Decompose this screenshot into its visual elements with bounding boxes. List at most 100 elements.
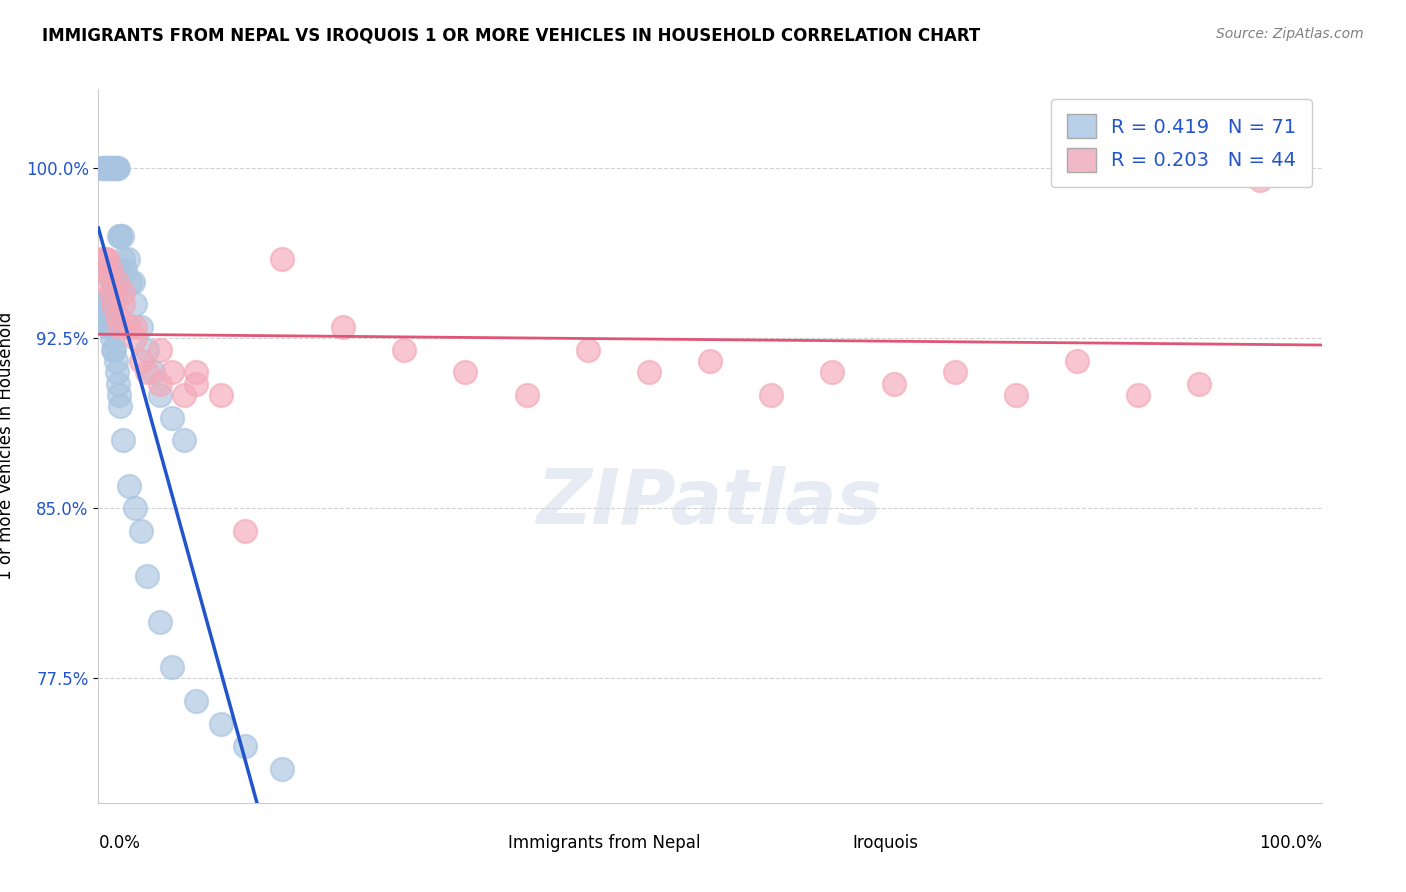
Point — [101, 275, 124, 289]
Point — [1128, 388, 1150, 402]
Point — [107, 161, 129, 176]
Point — [98, 320, 121, 334]
Point — [136, 569, 159, 583]
Point — [101, 343, 124, 357]
Point — [110, 320, 132, 334]
Point — [124, 320, 146, 334]
Point — [101, 161, 124, 176]
Point — [270, 252, 294, 266]
Point — [699, 354, 721, 368]
Point — [108, 229, 131, 244]
Point — [111, 252, 134, 266]
Point — [173, 434, 195, 448]
Point — [111, 229, 134, 244]
Point — [1286, 166, 1309, 180]
Point — [93, 252, 115, 266]
Point — [96, 252, 118, 266]
Point — [97, 320, 120, 334]
Point — [93, 297, 115, 311]
Point — [90, 263, 112, 277]
Point — [1004, 388, 1026, 402]
Point — [173, 388, 195, 402]
Point — [160, 660, 183, 674]
Point — [105, 275, 128, 289]
Point — [105, 365, 128, 379]
Point — [96, 161, 118, 176]
Point — [118, 320, 141, 334]
Point — [111, 286, 134, 301]
Point — [105, 161, 128, 176]
Point — [91, 263, 114, 277]
Point — [114, 263, 136, 277]
Point — [100, 286, 122, 301]
Point — [120, 275, 142, 289]
Text: 0.0%: 0.0% — [98, 834, 141, 852]
Point — [98, 161, 121, 176]
Point — [91, 297, 114, 311]
Point — [94, 161, 117, 176]
Point — [103, 275, 125, 289]
Point — [96, 309, 118, 323]
Point — [91, 263, 114, 277]
Point — [186, 365, 208, 379]
Text: ZIPatlas: ZIPatlas — [537, 467, 883, 540]
Point — [91, 161, 114, 176]
Point — [101, 275, 124, 289]
Point — [98, 263, 121, 277]
Point — [110, 229, 132, 244]
Point — [1250, 173, 1272, 187]
Point — [129, 524, 152, 538]
Y-axis label: 1 or more Vehicles in Household: 1 or more Vehicles in Household — [0, 312, 14, 580]
Point — [1188, 376, 1211, 391]
Point — [821, 365, 844, 379]
Point — [142, 365, 165, 379]
Point — [118, 478, 141, 492]
Point — [883, 376, 905, 391]
Point — [129, 354, 152, 368]
Point — [91, 252, 114, 266]
Point — [97, 161, 120, 176]
Point — [104, 286, 127, 301]
Point — [96, 263, 118, 277]
Point — [209, 388, 232, 402]
Legend: R = 0.419   N = 71, R = 0.203   N = 44: R = 0.419 N = 71, R = 0.203 N = 44 — [1050, 99, 1312, 187]
Point — [576, 343, 599, 357]
Point — [209, 716, 232, 731]
Point — [103, 343, 125, 357]
Point — [104, 161, 127, 176]
Point — [160, 365, 183, 379]
Point — [332, 320, 354, 334]
Point — [124, 297, 146, 311]
Point — [91, 161, 114, 176]
Point — [105, 309, 128, 323]
Point — [101, 161, 124, 176]
Point — [93, 263, 115, 277]
Point — [117, 252, 139, 266]
Point — [107, 376, 129, 391]
Point — [100, 320, 122, 334]
Point — [121, 275, 143, 289]
Point — [516, 388, 538, 402]
Text: Iroquois: Iroquois — [853, 834, 918, 852]
Point — [270, 762, 294, 776]
Point — [94, 309, 117, 323]
Text: Immigrants from Nepal: Immigrants from Nepal — [509, 834, 700, 852]
Point — [149, 615, 172, 629]
Point — [103, 161, 125, 176]
Point — [124, 331, 146, 345]
Point — [100, 263, 122, 277]
Point — [149, 388, 172, 402]
Point — [108, 388, 131, 402]
Text: Source: ZipAtlas.com: Source: ZipAtlas.com — [1216, 27, 1364, 41]
Point — [97, 263, 120, 277]
Point — [104, 354, 127, 368]
Point — [111, 434, 134, 448]
Point — [454, 365, 477, 379]
Point — [149, 343, 172, 357]
Text: 100.0%: 100.0% — [1258, 834, 1322, 852]
Point — [105, 286, 128, 301]
Point — [93, 161, 115, 176]
Point — [136, 343, 159, 357]
Point — [637, 365, 661, 379]
Point — [233, 524, 256, 538]
